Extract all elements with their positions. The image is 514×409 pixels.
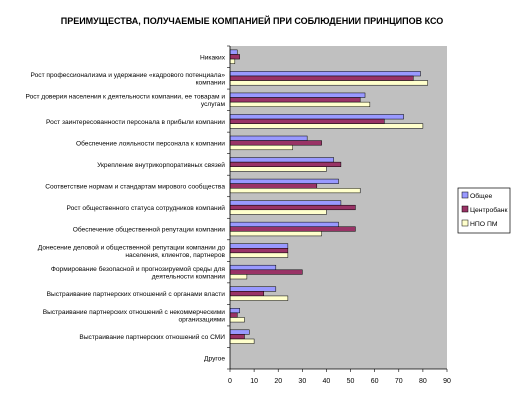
y-tick-label-line: Выстраивание партнерских отношений со СМ… <box>79 333 225 341</box>
y-tick-label: Обеспечение лояльности персонала к компа… <box>76 139 225 147</box>
y-tick-label: Рост заинтересованности персонала в приб… <box>46 118 225 126</box>
x-tick-label: 30 <box>298 378 306 385</box>
bar-3-5 <box>229 144 293 151</box>
y-tick-label-line: компании <box>196 80 226 87</box>
bar-2-4 <box>229 118 385 124</box>
bar-2-3 <box>229 97 361 103</box>
y-tick-label-line: Рост общественного статуса сотрудников к… <box>66 204 225 212</box>
y-tick-label-line: Донесение деловой и общественной репутац… <box>38 243 226 251</box>
y-tick-label-line: населения, клиентов, партнеров <box>125 252 225 259</box>
bar-3-4 <box>229 123 424 129</box>
bar-3-1 <box>229 58 236 64</box>
bar-1-10 <box>229 243 289 249</box>
bar-1-11 <box>229 264 277 271</box>
bar-2-5 <box>229 140 322 146</box>
bar-2-6 <box>229 161 342 167</box>
y-tick-label-line: Никаких <box>200 54 226 61</box>
y-tick-label: Рост профессионализма и удержание «кадро… <box>31 72 226 87</box>
plot-area: Никаких Рост профессионализма и удержание… <box>25 45 451 385</box>
bar-2-8 <box>229 204 356 211</box>
x-tick-label: 70 <box>395 378 403 385</box>
bar-3-6 <box>229 166 327 172</box>
bar-2-1 <box>229 54 240 60</box>
bar-2-11 <box>229 269 303 275</box>
legend-label-1: Общее <box>470 192 492 200</box>
chart-title: ПРЕИМУЩЕСТВА, ПОЛУЧАЕМЫЕ КОМПАНИЕЙ ПРИ С… <box>61 15 444 26</box>
x-tick-label: 40 <box>323 378 331 385</box>
y-tick-label: Укрепление внутрикорпоративных связей <box>97 161 225 169</box>
y-tick-label-line: услугам <box>201 101 226 108</box>
bar-1-12 <box>229 286 277 292</box>
bar-2-7 <box>229 183 318 189</box>
bar-1-4 <box>229 114 404 120</box>
bar-2-14 <box>229 334 245 340</box>
bar-3-13 <box>229 317 245 323</box>
y-tick-label: Рост общественного статуса сотрудников к… <box>66 204 225 212</box>
x-tick-label: 10 <box>250 378 258 385</box>
y-tick-label-line: Формирование безопасной и прогнозируемой… <box>51 265 226 273</box>
y-tick-label: Выстраивание партнерских отношений со СМ… <box>79 333 225 341</box>
x-tick-label: 80 <box>419 378 427 385</box>
bar-2-9 <box>229 226 356 232</box>
bar-1-2 <box>229 71 421 77</box>
bar-2-2 <box>229 75 414 81</box>
x-tick-label: 0 <box>228 378 232 385</box>
bar-1-7 <box>229 178 339 184</box>
y-tick-label-line: Выстраивание партнерских отношений с орг… <box>47 290 226 298</box>
y-tick-label-line: Обеспечение общественной репутации компа… <box>73 226 226 234</box>
y-tick-label-line: организациями <box>178 316 225 323</box>
y-tick-label: Формирование безопасной и прогнозируемой… <box>51 265 226 281</box>
y-tick-label-line: Рост заинтересованности персонала в приб… <box>46 118 225 126</box>
legend-swatch-2 <box>461 205 469 213</box>
bar-1-9 <box>229 221 339 227</box>
x-tick-label: 20 <box>274 378 282 385</box>
bar-1-3 <box>229 92 366 98</box>
bar-3-10 <box>229 252 289 258</box>
legend-swatch-3 <box>461 219 469 227</box>
bar-1-1 <box>229 49 238 55</box>
y-tick-label: Донесение деловой и общественной репутац… <box>38 243 226 258</box>
bar-1-14 <box>229 329 250 335</box>
y-tick-label: Выстраивание партнерских отношений с орг… <box>47 290 226 298</box>
y-tick-label: Соответствие нормам и стандартам мировог… <box>45 182 225 190</box>
y-tick-label: Выстраивание партнерских отношений с нек… <box>43 308 226 324</box>
bar-2-13 <box>229 312 238 318</box>
bar-1-5 <box>229 135 308 141</box>
legend-label-3: НПО ПМ <box>470 221 498 228</box>
bar-2-10 <box>229 248 289 254</box>
bar-1-8 <box>229 200 342 206</box>
y-tick-label-line: Обеспечение лояльности персонала к компа… <box>76 139 225 147</box>
y-tick-label: Никаких <box>200 54 226 61</box>
bar-1-6 <box>229 157 334 163</box>
bar-3-3 <box>229 101 371 107</box>
y-tick-label-line: Другое <box>204 356 225 363</box>
y-tick-label-line: Укрепление внутрикорпоративных связей <box>97 161 225 169</box>
legend-swatch-1 <box>461 191 469 199</box>
legend-label-2: Центробанк <box>470 206 508 214</box>
y-tick-label-line: деятельности компании <box>152 273 226 280</box>
bar-3-14 <box>229 338 255 344</box>
y-tick-label-line: Выстраивание партнерских отношений с нек… <box>43 308 226 316</box>
bar-3-12 <box>229 295 289 301</box>
bar-2-12 <box>229 291 265 297</box>
y-tick-label: Рост доверия населения к деятельности ко… <box>25 94 225 109</box>
bar-3-11 <box>229 274 248 280</box>
x-tick-label: 90 <box>443 378 451 385</box>
bar-3-7 <box>229 188 361 194</box>
x-tick-label: 60 <box>371 378 379 385</box>
y-tick-label: Другое <box>204 356 225 363</box>
y-tick-label-line: Рост доверия населения к деятельности ко… <box>25 94 225 101</box>
y-tick-label: Обеспечение общественной репутации компа… <box>73 226 226 234</box>
legend: Общее Центробанк НПО ПМ <box>457 187 511 234</box>
bar-1-13 <box>229 308 240 314</box>
y-tick-label-line: Рост профессионализма и удержание «кадро… <box>31 72 226 79</box>
bar-3-9 <box>229 231 322 237</box>
x-tick-label: 50 <box>347 378 355 385</box>
y-tick-label-line: Соответствие нормам и стандартам мировог… <box>45 182 225 190</box>
bar-3-2 <box>229 80 428 86</box>
bar-3-8 <box>229 209 327 215</box>
